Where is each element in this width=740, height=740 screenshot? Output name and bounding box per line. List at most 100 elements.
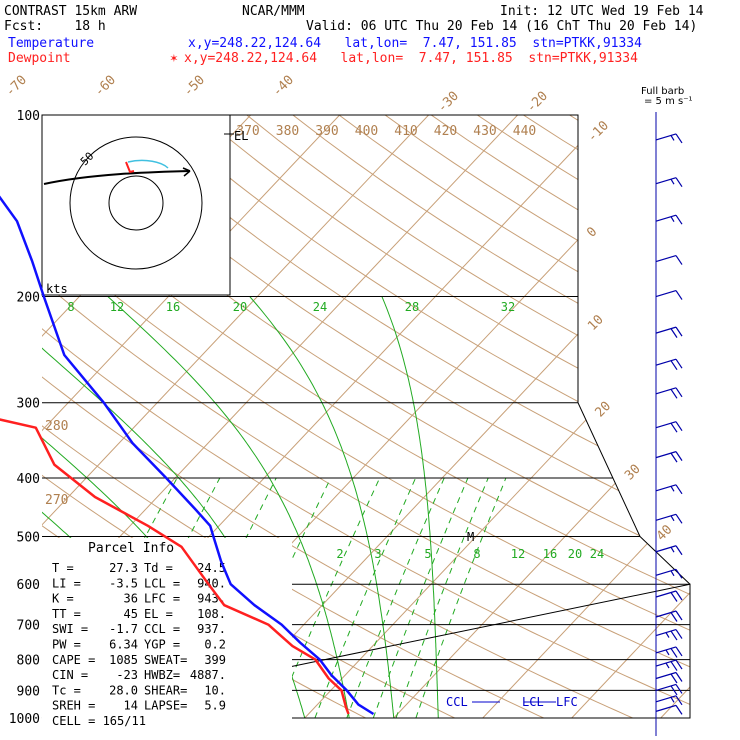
- parcel-info-cell: LAPSE=: [144, 699, 187, 713]
- wind-barb: [655, 695, 683, 706]
- init-time: Init: 12 UTC Wed 19 Feb 14: [500, 4, 704, 19]
- valid-time: Valid: 06 UTC Thu 20 Feb 14 (16 ChT Thu …: [306, 19, 697, 34]
- isotherm-label: -20: [524, 89, 551, 116]
- isotherm-label: -40: [270, 73, 297, 100]
- wind-barb: [655, 683, 683, 696]
- mixing-ratio-label: 28: [405, 300, 419, 314]
- dry-adiabat-line: [42, 115, 690, 718]
- parcel-info-cell: 0.2: [204, 638, 226, 652]
- dewpoint-star-icon: ✶: [170, 51, 178, 66]
- temperature-profile: [0, 195, 375, 716]
- dry-adiabat-line: [42, 115, 690, 718]
- hodograph-wind-trace: [43, 170, 191, 185]
- theta-label: 370: [236, 124, 259, 139]
- dewpoint-location-info: x,y=248.22,124.64 lat,lon= 7.47, 151.85 …: [184, 51, 638, 66]
- isotherm-label: -30: [435, 89, 462, 116]
- theta-label: 400: [355, 124, 378, 139]
- theta-label-left: 280: [45, 419, 68, 434]
- parcel-info-cell: -1.7: [109, 622, 138, 636]
- dry-adiabat-line: [42, 115, 690, 718]
- parcel-info-cell: SWEAT=: [144, 653, 187, 667]
- isotherm-line: [42, 115, 340, 718]
- wind-barb: [655, 387, 683, 399]
- pressure-tick-label: 1000: [9, 712, 40, 727]
- parcel-info-cell: 10.: [204, 683, 226, 697]
- wind-barb: [655, 568, 683, 579]
- temperature-line: [0, 195, 375, 716]
- wind-barb: [655, 610, 683, 622]
- hodograph-box: [41, 114, 231, 296]
- theta-label: 390: [315, 124, 338, 139]
- isotherm-line: [393, 115, 690, 718]
- wind-barb: [655, 254, 683, 265]
- parcel-info-cell: T =: [52, 561, 74, 575]
- agency-label: NCAR/MMM: [242, 4, 305, 19]
- wind-barb: [655, 671, 683, 684]
- wind-barb: [655, 358, 683, 371]
- parcel-info-cell: 36: [124, 592, 138, 606]
- parcel-info-cell: CCL =: [144, 622, 180, 636]
- parcel-info-cell: EL =: [144, 607, 173, 621]
- parcel-info-cell: -3.5: [109, 576, 138, 590]
- parcel-info-cell: TT =: [52, 607, 81, 621]
- temperature-location-info: x,y=248.22,124.64 lat,lon= 7.47, 151.85 …: [188, 36, 642, 51]
- frame-edge: [639, 536, 691, 585]
- barb-legend-line2: = 5 m s⁻¹: [644, 96, 693, 107]
- mixing-ratio-label: 20: [568, 547, 582, 561]
- lfc-label: LFC: [556, 695, 578, 709]
- pressure-tick-label: 400: [17, 472, 40, 487]
- mixing-ratio-label: 16: [543, 547, 557, 561]
- dry-adiabat-line: [303, 115, 690, 718]
- mixing-ratio-label: 12: [511, 547, 525, 561]
- mixing-ratio-label: 24: [313, 300, 327, 314]
- parcel-info-cell: 24.5: [197, 561, 226, 575]
- parcel-info-cell: LCL =: [144, 576, 180, 590]
- parcel-info-cell: 4887.: [190, 668, 226, 682]
- theta-label: 410: [394, 124, 417, 139]
- isotherm-label: -70: [3, 73, 30, 100]
- dewpoint-legend-label: Dewpoint: [8, 51, 71, 66]
- isotherm-line: [42, 115, 429, 718]
- wind-barb: [655, 451, 683, 463]
- theta-label: 380: [276, 124, 299, 139]
- mixing-ratio-label: 32: [501, 300, 515, 314]
- wind-barb: [655, 646, 683, 658]
- pressure-tick-label: 600: [17, 578, 40, 593]
- parcel-info-cell: 14: [124, 699, 138, 713]
- pressure-tick-label: 900: [17, 684, 40, 699]
- mixing-ratio-label: 20: [233, 300, 247, 314]
- wind-barbs: [655, 112, 683, 736]
- level-markers: EL M CCL LCL LFC: [224, 129, 578, 709]
- parcel-info-cell: SREH =: [52, 699, 95, 713]
- parcel-info-cell: CIN =: [52, 668, 88, 682]
- parcel-info-cell: LI =: [52, 576, 81, 590]
- dry-adiabat-line: [42, 115, 690, 718]
- model-title: CONTRAST 15km ARW: [4, 4, 137, 19]
- ccl-label: CCL: [446, 695, 468, 709]
- pressure-tick-label: 200: [17, 291, 40, 306]
- hodograph-ring-outer: [69, 136, 203, 270]
- forecast-hour: Fcst: 18 h: [4, 19, 106, 34]
- dewpoint-line: [0, 418, 350, 715]
- mixing-ratio-label: 8: [67, 300, 74, 314]
- hodograph-storm-trace: [125, 161, 135, 174]
- parcel-info-cell: PW =: [52, 638, 81, 652]
- isotherm-label: 0: [584, 224, 600, 240]
- m-label: M: [467, 530, 474, 544]
- dry-adiabat-line: [169, 115, 690, 718]
- pressure-tick-label: 300: [17, 397, 40, 412]
- mixing-ratio-line: [415, 477, 507, 718]
- wind-barb: [655, 177, 683, 188]
- isotherm-line: [660, 115, 690, 718]
- wind-barb: [655, 421, 683, 433]
- mixing-ratio-label: 2: [336, 547, 343, 561]
- wind-barb: [655, 133, 683, 144]
- isotherm-line: [482, 115, 690, 718]
- isotherm-line: [571, 115, 690, 718]
- parcel-info-cell: CELL = 165/11: [52, 714, 146, 728]
- mixing-ratio-label: 12: [110, 300, 124, 314]
- parcel-info-cell: LFC =: [144, 592, 180, 606]
- mixing-ratio-line: [346, 477, 445, 718]
- parcel-info-cell: SWI =: [52, 622, 88, 636]
- wind-barb: [655, 214, 683, 225]
